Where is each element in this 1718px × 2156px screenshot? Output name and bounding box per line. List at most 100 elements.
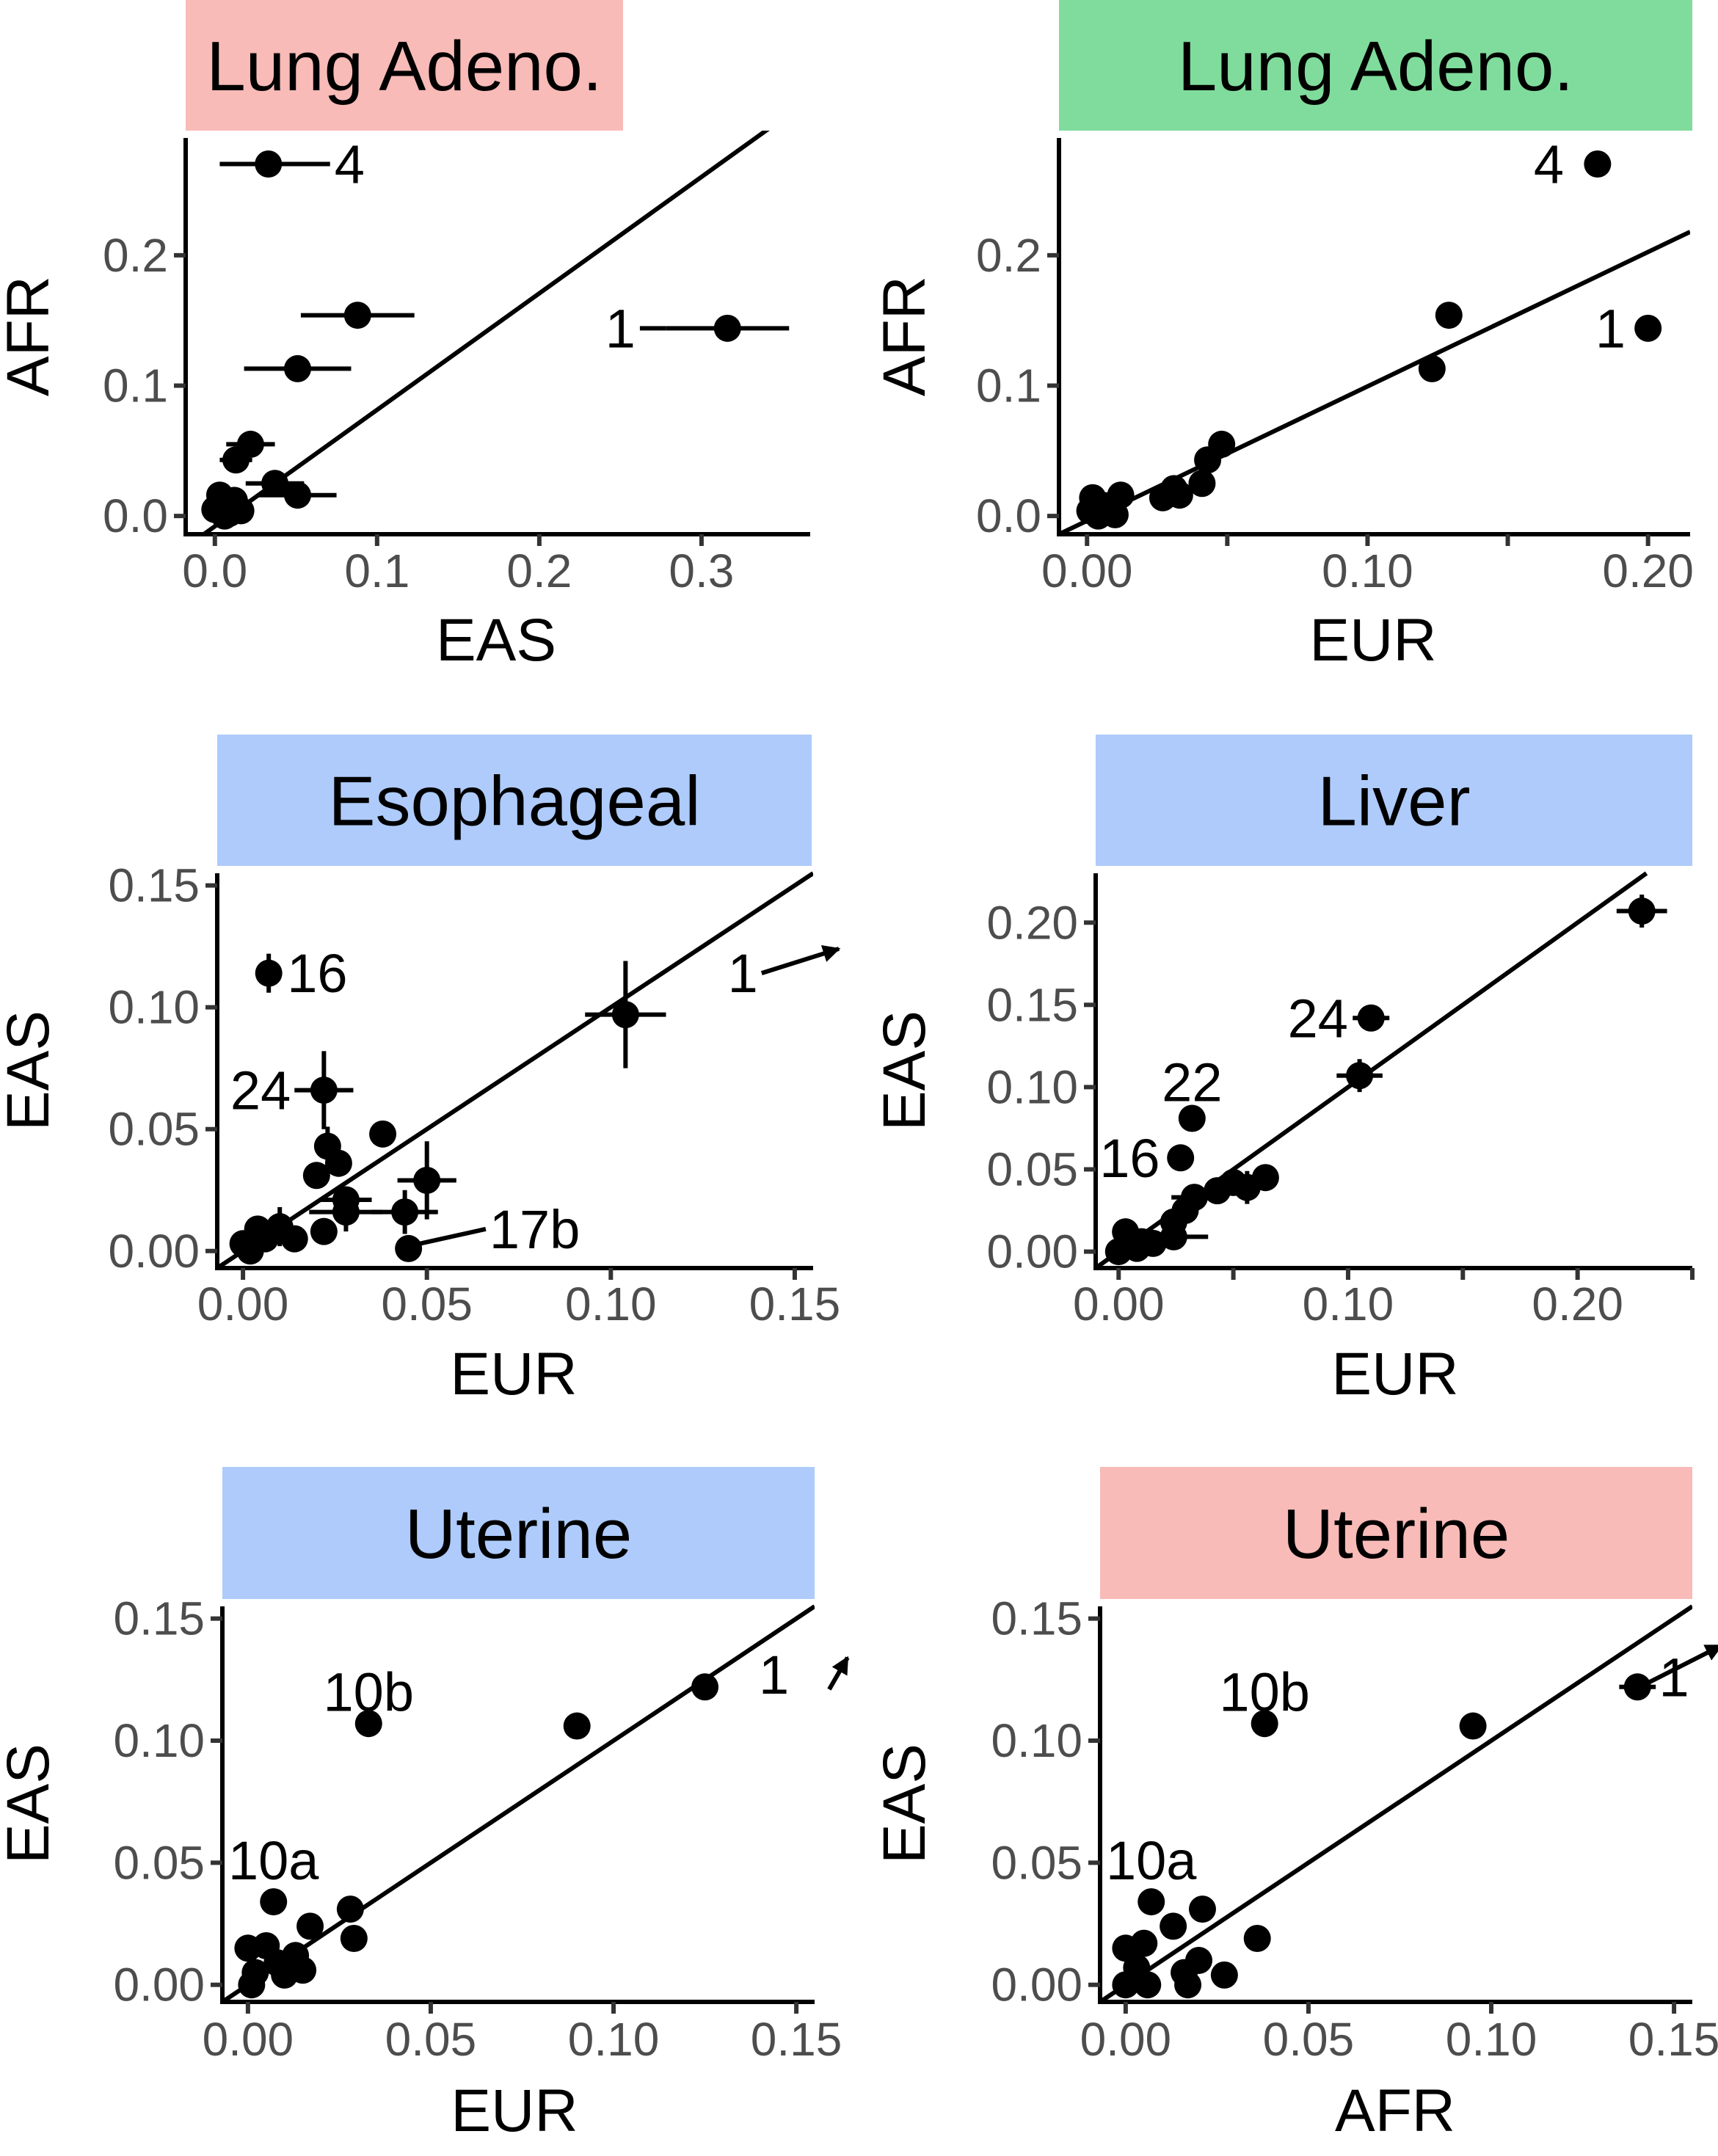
point-label: 1	[605, 298, 636, 359]
y-tick-label: 0.05	[108, 1103, 200, 1156]
x-tick-label: 0.20	[1532, 1278, 1623, 1330]
data-point	[1357, 1004, 1385, 1032]
point-label: 24	[1288, 988, 1348, 1049]
strip-background	[1096, 735, 1692, 866]
x-tick-label: 0.10	[1446, 2013, 1537, 2066]
data-point	[713, 314, 741, 342]
y-tick-label: 0.10	[108, 981, 200, 1034]
point-label: 10b	[1219, 1661, 1309, 1722]
data-point	[1112, 1971, 1140, 1999]
point-label: 1	[1595, 298, 1626, 359]
x-tick-label: 0.15	[751, 2013, 842, 2066]
y-tick-label: 0.2	[976, 229, 1041, 282]
label-leader-line	[419, 1226, 487, 1246]
y-tick-label: 0.10	[986, 1060, 1078, 1113]
point-label: 1	[759, 1645, 789, 1705]
data-point	[1210, 1961, 1238, 1989]
data-point	[255, 959, 283, 987]
y-tick-label: 0.0	[103, 489, 168, 542]
data-point	[1346, 1062, 1374, 1090]
x-tick-label: 0.10	[1322, 545, 1413, 597]
data-point	[255, 150, 283, 178]
y-tick-label: 0.1	[976, 360, 1041, 412]
point-label: 16	[1099, 1128, 1160, 1189]
fit-line	[217, 871, 813, 1268]
x-axis-title: EAS	[436, 607, 556, 674]
data-point	[260, 1888, 288, 1916]
data-point	[1188, 470, 1216, 498]
data-point	[1623, 1673, 1651, 1701]
data-point	[336, 1895, 364, 1923]
y-axis-title: EAS	[871, 1010, 938, 1131]
data-point	[1233, 1173, 1261, 1201]
data-point	[324, 1149, 352, 1177]
point-label: 22	[1162, 1052, 1222, 1113]
y-axis-title: EAS	[0, 1744, 62, 1864]
y-axis-title: EAS	[0, 1010, 62, 1131]
data-point	[261, 470, 289, 498]
data-point	[369, 1120, 397, 1148]
data-point	[1104, 1238, 1132, 1266]
x-tick-label: 0.00	[203, 2013, 294, 2066]
x-tick-label: 0.05	[1263, 2013, 1355, 2066]
data-point	[332, 1198, 360, 1226]
panel-1: Lung Adeno. 4 1 0.0 0.1 0.2 0.3 0.0 0.1 0.2 EAS AFR	[0, 0, 810, 674]
x-tick-label: 0.15	[1628, 2013, 1718, 2066]
panel-title: Lung Adeno.	[1178, 27, 1573, 106]
data-point	[1149, 484, 1176, 511]
data-point	[238, 1971, 266, 1999]
y-tick-label: 0.00	[991, 1959, 1082, 2011]
y-tick-label: 0.00	[108, 1225, 200, 1278]
y-axis-title: AFR	[871, 276, 938, 396]
strip-background	[1100, 1467, 1692, 1599]
data-point	[1243, 1924, 1271, 1952]
plot-area	[1100, 1604, 1692, 2002]
y-tick-label: 0.15	[986, 978, 1078, 1031]
point-label: 4	[1534, 134, 1564, 195]
panel-title: Uterine	[1283, 1495, 1510, 1573]
data-point	[284, 481, 312, 509]
data-point	[1174, 1971, 1202, 1999]
panel-title: Esophageal	[328, 762, 700, 841]
x-tick-label: 0.05	[385, 2013, 477, 2066]
data-point	[1134, 1971, 1162, 1999]
point-label: 1	[728, 943, 758, 1004]
x-tick-label: 0.10	[565, 1278, 657, 1330]
strip-background	[217, 735, 812, 866]
panel-title: Lung Adeno.	[206, 27, 602, 106]
x-tick-label: 0.05	[381, 1278, 473, 1330]
fit-line	[222, 1604, 815, 2002]
data-point	[1188, 1895, 1216, 1923]
y-tick-label: 0.05	[986, 1143, 1078, 1196]
data-point	[611, 1001, 639, 1029]
panel-6: Uterine 10b 10a 1 0.00 0.05 0.10 0.15 0.00 0.05 0.…	[871, 1467, 1718, 2144]
data-point	[343, 302, 371, 329]
data-point	[1634, 314, 1662, 342]
y-tick-label: 0.0	[976, 489, 1041, 542]
panel-3: Esophageal 16 24 17b 1 0.00 0.05 0.10 0.15 0.00 0.…	[0, 735, 841, 1407]
x-tick-label: 0.1	[344, 545, 410, 597]
strip-background	[222, 1467, 815, 1599]
panel-title: Uterine	[405, 1495, 632, 1573]
x-tick-label: 0.10	[568, 2013, 660, 2066]
data-point	[280, 1225, 308, 1253]
data-point	[395, 1234, 423, 1262]
data-point	[1178, 1104, 1206, 1132]
y-axis-title: EAS	[871, 1744, 938, 1864]
x-axis-title: EUR	[1309, 607, 1436, 674]
x-tick-label: 0.2	[506, 545, 572, 597]
x-axis-title: AFR	[1335, 2077, 1455, 2144]
y-tick-label: 0.20	[986, 896, 1078, 949]
point-label: 10a	[228, 1830, 319, 1891]
y-tick-label: 0.15	[108, 859, 200, 912]
y-tick-label: 0.10	[113, 1714, 205, 1767]
data-point	[310, 1077, 338, 1104]
data-point	[413, 1166, 441, 1194]
x-tick-label: 0.00	[1073, 1278, 1165, 1330]
x-axis-title: EUR	[451, 2077, 578, 2144]
data-point	[1194, 446, 1222, 474]
data-point	[1204, 1177, 1231, 1205]
x-tick-label: 0.00	[1080, 2013, 1172, 2066]
x-tick-label: 0.15	[749, 1278, 841, 1330]
